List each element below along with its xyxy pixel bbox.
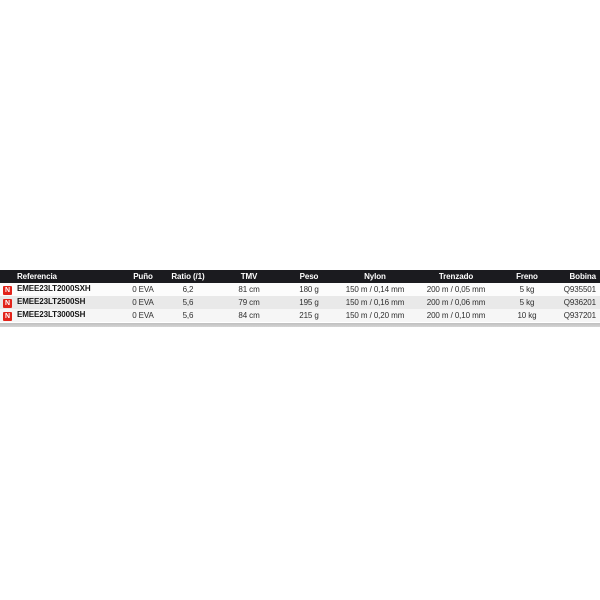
referencia-code: EMEE23LT3000SH [17,310,86,319]
table-row: N EMEE23LT2000SXH 0 EVA 6,2 81 cm 180 g 1… [0,283,600,296]
cell-bobina: Q936201 [563,298,596,307]
column-header-ratio: Ratio (/1) [166,270,210,283]
column-header-nylon: Nylon [330,270,420,283]
cell-ratio: 6,2 [182,285,194,294]
cell-referencia: N EMEE23LT2000SXH [0,283,120,296]
cell-referencia: N EMEE23LT3000SH [0,309,120,322]
cell-referencia: N EMEE23LT2500SH [0,296,120,309]
cell-freno: 10 kg [517,311,537,320]
referencia-code: EMEE23LT2000SXH [17,284,91,293]
product-spec-table: Referencia Puño Ratio (/1) TMV Peso Nylo… [0,270,600,322]
cell-tmv: 81 cm [238,285,260,294]
cell-bobina: Q935501 [563,285,596,294]
column-header-trenzado: Trenzado [420,270,492,283]
table-header-row: Referencia Puño Ratio (/1) TMV Peso Nylo… [0,270,600,283]
column-header-puno: Puño [120,270,166,283]
column-header-referencia: Referencia [0,270,120,283]
cell-puno: 0 EVA [132,298,154,307]
table-row: N EMEE23LT2500SH 0 EVA 5,6 79 cm 195 g 15… [0,296,600,309]
cell-ratio: 5,6 [182,298,194,307]
table-bottom-divider [0,323,600,327]
cell-tmv: 84 cm [238,311,260,320]
cell-bobina: Q937201 [563,311,596,320]
cell-nylon: 150 m / 0,16 mm [345,298,405,307]
new-product-badge: N [3,312,12,321]
column-header-tmv: TMV [210,270,288,283]
column-header-freno: Freno [492,270,562,283]
referencia-code: EMEE23LT2500SH [17,297,86,306]
cell-trenzado: 200 m / 0,10 mm [426,311,486,320]
cell-nylon: 150 m / 0,14 mm [345,285,405,294]
cell-peso: 195 g [299,298,319,307]
cell-peso: 180 g [299,285,319,294]
cell-puno: 0 EVA [132,285,154,294]
table-row: N EMEE23LT3000SH 0 EVA 5,6 84 cm 215 g 15… [0,309,600,322]
cell-nylon: 150 m / 0,20 mm [345,311,405,320]
cell-trenzado: 200 m / 0,06 mm [426,298,486,307]
cell-peso: 215 g [299,311,319,320]
cell-ratio: 5,6 [182,311,194,320]
cell-freno: 5 kg [519,285,535,294]
column-header-peso: Peso [288,270,330,283]
column-header-bobina: Bobina [562,270,600,283]
cell-freno: 5 kg [519,298,535,307]
new-product-badge: N [3,299,12,308]
cell-puno: 0 EVA [132,311,154,320]
new-product-badge: N [3,286,12,295]
product-spec-table-section: Referencia Puño Ratio (/1) TMV Peso Nylo… [0,270,600,327]
cell-tmv: 79 cm [238,298,260,307]
cell-trenzado: 200 m / 0,05 mm [426,285,486,294]
